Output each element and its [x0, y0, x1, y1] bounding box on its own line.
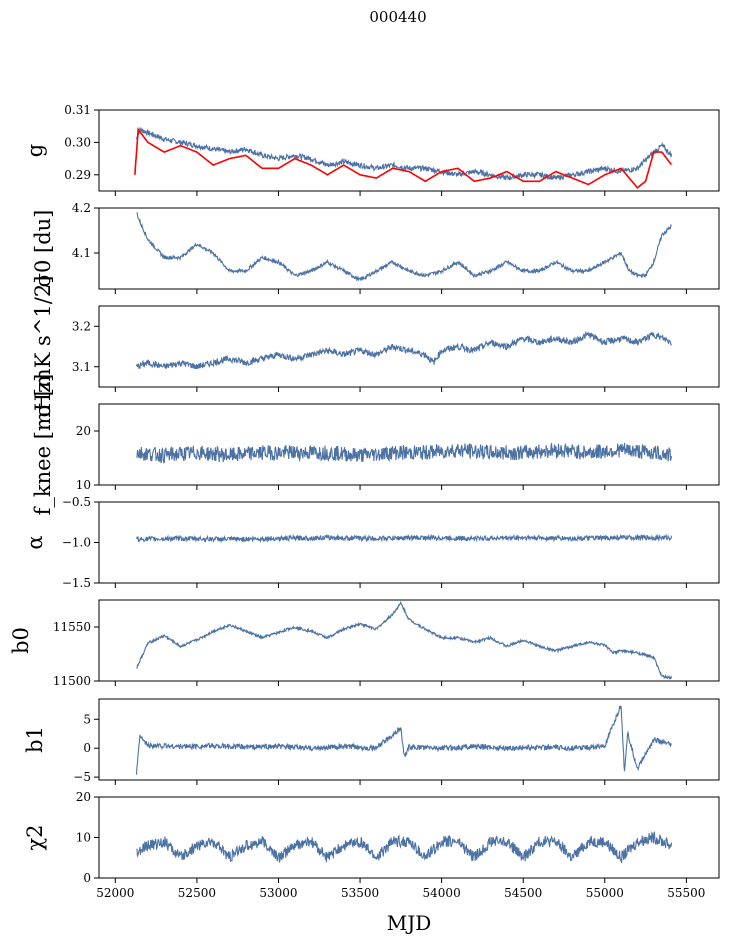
x-tick-label-7: 55500	[667, 886, 705, 900]
panel-alpha: −1.5 −1.0 −0.5 α	[23, 495, 720, 590]
panel-b1: −5 0 5 b1	[23, 698, 720, 785]
y-tick-label-chi2-1: 10	[76, 831, 91, 845]
y-axis-label-g: g	[23, 144, 47, 157]
series-line-g-1	[134, 127, 673, 189]
y-axis-label-alpha: α	[23, 535, 47, 549]
series-line-g-0	[135, 127, 673, 181]
series-line-sigma_w-0	[135, 330, 672, 370]
axes-frame-b1	[98, 698, 720, 781]
y-tick-label-b0-0: 11500	[53, 674, 91, 688]
series-line-b1-0	[135, 705, 672, 775]
y-tick-label-chi2-2: 20	[76, 790, 91, 804]
y-tick-label-alpha-0: −1.5	[62, 576, 91, 590]
figure-title: 000440	[369, 8, 426, 26]
x-tick-label-4: 54000	[423, 886, 461, 900]
y-axis-label-chi2: χ2	[23, 824, 47, 850]
y-tick-label-b1-0: −5	[73, 770, 91, 784]
series-line-sigma0-0	[136, 212, 672, 282]
axes-frame-sigma_w	[98, 305, 720, 388]
axes-frame-b0	[98, 599, 720, 682]
y-axis-label-b1: b1	[23, 726, 47, 753]
y-tick-label-chi2-0: 0	[83, 871, 91, 885]
y-tick-label-g-2: 0.31	[64, 103, 91, 117]
y-axis-label-sigma0: σ0 [du]	[31, 210, 55, 288]
axes-frame-sigma0	[98, 207, 720, 290]
panel-sigma_w: 3.1 3.2 σ [mK s^1/2]	[31, 276, 720, 418]
panel-chi2: 0 10 20 52000 52500 53000 53500 54000 54500 55000…	[23, 790, 720, 900]
axes-frame-fknee	[98, 403, 720, 486]
y-tick-label-g-1: 0.30	[64, 135, 91, 149]
y-tick-label-fknee-1: 20	[76, 424, 91, 438]
y-axis-label-fknee: f_knee [mHz]	[31, 374, 55, 516]
series-line-chi2-0	[136, 831, 673, 863]
x-tick-label-5: 54500	[504, 886, 542, 900]
y-tick-label-b0-1: 11550	[53, 620, 91, 634]
y-tick-label-alpha-2: −0.5	[62, 495, 91, 509]
panel-g: 0.29 0.30 0.31 g	[23, 103, 720, 196]
x-tick-label-2: 53000	[259, 886, 297, 900]
y-tick-label-sigma_w-1: 3.2	[72, 319, 91, 333]
panel-b0: 11500 11550 b0	[9, 599, 720, 688]
y-tick-label-sigma0-0: 4.1	[72, 246, 91, 260]
y-tick-label-g-0: 0.29	[64, 168, 91, 182]
y-tick-label-b1-1: 0	[83, 741, 91, 755]
x-tick-label-1: 52500	[178, 886, 216, 900]
y-tick-label-alpha-1: −1.0	[62, 536, 91, 550]
panels: 0.29 0.30 0.31 g 4.1 4.2 σ0 [du] 3.1 3.2 σ [mK s^…	[9, 103, 720, 900]
series-line-fknee-0	[136, 442, 673, 464]
x-tick-label-6: 55000	[586, 886, 624, 900]
x-tick-label-0: 52000	[96, 886, 134, 900]
y-axis-label-sigma_w: σ [mK s^1/2]	[31, 276, 55, 418]
y-tick-label-sigma0-1: 4.2	[72, 201, 91, 215]
axes-frame-g	[98, 109, 720, 192]
y-axis-label-b0: b0	[9, 627, 33, 654]
y-tick-label-sigma_w-0: 3.1	[72, 360, 91, 374]
axes-frame-chi2	[98, 796, 720, 879]
panel-sigma0: 4.1 4.2 σ0 [du]	[31, 201, 720, 294]
y-tick-label-fknee-0: 10	[76, 478, 91, 492]
series-line-alpha-0	[135, 533, 673, 544]
panel-fknee: 10 20 f_knee [mHz]	[31, 374, 720, 516]
x-tick-label-3: 53500	[341, 886, 379, 900]
x-axis-label: MJD	[387, 911, 432, 935]
series-line-b0-0	[136, 600, 673, 680]
axes-frame-alpha	[98, 501, 720, 584]
y-tick-label-b1-2: 5	[83, 712, 91, 726]
